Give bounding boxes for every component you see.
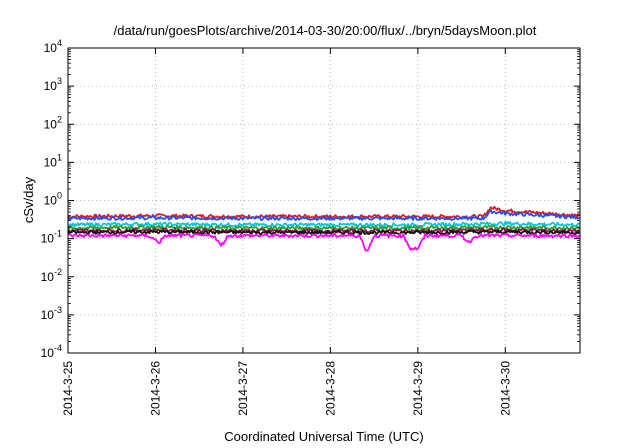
series-line	[68, 233, 581, 252]
x-tick-label: 2014-3-25	[61, 361, 75, 416]
y-axis-label: cSv/day	[21, 176, 36, 223]
y-tick-label: 10-3	[41, 305, 62, 322]
y-tick-label: 102	[44, 114, 62, 131]
x-tick-label: 2014-3-30	[498, 361, 512, 416]
y-tick-label: 104	[44, 38, 62, 55]
x-axis-label: Coordinated Universal Time (UTC)	[224, 429, 423, 444]
y-tick-label: 100	[44, 191, 62, 208]
y-tick-label: 10-1	[41, 229, 62, 246]
x-tick-label: 2014-3-29	[411, 361, 425, 416]
y-tick-label: 10-2	[41, 267, 62, 284]
x-axis: 2014-3-25 2014-3-26 2014-3-27 2014-3-28 2014…	[61, 48, 512, 416]
grid	[67, 48, 580, 353]
y-tick-label: 101	[44, 152, 62, 169]
y-axis: 10-4 10-3 10-2 10-1 100 101 102 103 104	[41, 38, 580, 360]
chart-title: /data/run/goesPlots/archive/2014-03-30/2…	[114, 23, 537, 38]
x-tick-label: 2014-3-26	[148, 361, 162, 416]
series-line	[67, 208, 581, 221]
series-line	[67, 224, 580, 231]
series-line	[67, 229, 580, 236]
series-group	[67, 205, 581, 252]
y-tick-label: 10-4	[41, 343, 62, 360]
x-tick-label: 2014-3-27	[236, 361, 250, 416]
x-tick-label: 2014-3-28	[323, 361, 337, 416]
y-tick-label: 103	[44, 76, 62, 93]
series-line	[67, 220, 580, 228]
